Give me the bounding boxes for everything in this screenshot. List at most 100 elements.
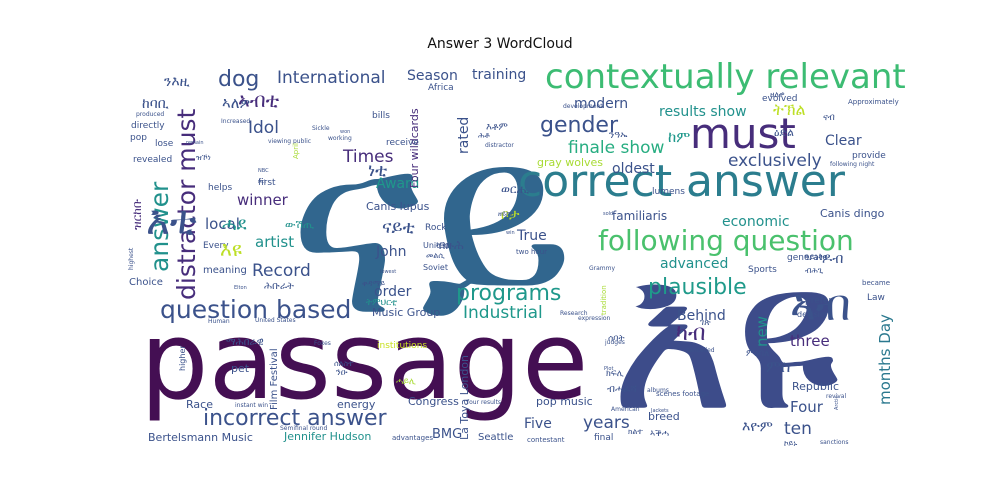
word-175: ዘለዎ — [770, 90, 785, 99]
word-153: ወርሒ — [501, 182, 530, 196]
word-56: Four wildcards — [408, 108, 421, 188]
word-106: American — [611, 406, 640, 413]
word-64: breed — [648, 410, 680, 423]
word-88: generate — [787, 253, 828, 263]
word-165: ሰባት — [608, 334, 625, 344]
word-37: Behind — [677, 308, 726, 324]
word-77: higher — [178, 345, 187, 371]
word-0: ናይ — [288, 80, 574, 371]
word-55: Canis dingo — [820, 207, 885, 220]
word-76: directly — [131, 121, 165, 131]
word-105: albums — [647, 387, 669, 394]
word-107: revival — [826, 393, 846, 400]
word-75: pop — [130, 133, 147, 143]
word-24: ten — [784, 419, 812, 439]
word-2: እዩ — [610, 213, 840, 458]
word-181: ዘይኮነ — [498, 210, 513, 218]
word-157: ሕቡራት — [264, 281, 294, 292]
word-8: question based — [160, 295, 351, 324]
word-136: እቲ — [146, 198, 197, 244]
word-100: two hour — [516, 248, 547, 256]
word-152: ቦታ — [501, 207, 520, 223]
word-172: ኮይኑ — [784, 439, 797, 448]
word-51: Jennifer Hudson — [283, 430, 371, 443]
word-126: Sickle — [312, 125, 330, 132]
word-18: finale show — [568, 138, 665, 158]
word-167: ምዕባለ — [746, 349, 769, 359]
word-7: following question — [598, 224, 854, 257]
word-133: Arctic — [834, 396, 840, 410]
word-139: ከባቢ — [142, 96, 169, 112]
word-170: ዓይነት — [804, 253, 825, 263]
word-98: expression — [578, 315, 611, 322]
word-116: highest — [128, 247, 135, 270]
word-150: እዮም — [742, 419, 773, 435]
word-176: ዝኾነ — [196, 153, 211, 162]
word-59: energy — [337, 398, 376, 411]
word-17: exclusively — [728, 151, 822, 171]
word-87: Sports — [748, 265, 777, 275]
word-35: John — [375, 244, 406, 260]
word-138: ኣለዎ — [222, 94, 250, 112]
word-114: Foxes — [314, 340, 331, 347]
word-62: Race — [186, 398, 213, 411]
word-91: decision — [797, 310, 830, 319]
word-146: ከም — [668, 128, 690, 146]
word-122: produced — [136, 111, 164, 118]
word-155: ውሽጢ — [285, 218, 315, 231]
word-141: ዝርከቡ — [130, 198, 144, 230]
word-4: contextually relevant — [545, 57, 906, 97]
word-27: new — [753, 316, 771, 347]
word-74: revealed — [133, 155, 172, 165]
word-118: April — [292, 143, 300, 159]
word-179: ሕቶ — [478, 131, 491, 140]
word-101: Grammy — [589, 265, 615, 272]
word-80: receive — [386, 138, 419, 148]
word-78: institutions — [377, 341, 427, 351]
word-145: ነቲ — [368, 160, 387, 181]
word-121: Increased — [221, 118, 250, 125]
word-96: became — [862, 279, 890, 287]
word-30: local — [205, 215, 240, 233]
word-70: Every — [203, 241, 229, 251]
word-162: ብሓፈሻ — [607, 384, 638, 395]
word-125: working — [328, 135, 352, 142]
word-20: Times — [342, 147, 394, 167]
word-140: ንእዚ — [164, 74, 190, 90]
word-134: lowest — [380, 269, 396, 275]
word-50: Bertelsmann Music — [148, 431, 253, 444]
word-163: ኣቕሓ — [650, 429, 669, 439]
word-177: ክልተ — [628, 427, 643, 436]
word-143: እዩ — [220, 237, 242, 261]
word-135: Jackets — [650, 408, 669, 414]
word-161: ንዓኡ — [609, 130, 628, 141]
word-1: passage — [140, 299, 588, 424]
word-16: International — [277, 68, 386, 88]
word-123: development — [563, 103, 603, 110]
word-158: ትምህርቲ — [366, 298, 397, 308]
word-69: Choice — [129, 277, 163, 288]
word-154: ብዙሕ — [436, 238, 464, 252]
word-102: cancelled — [686, 347, 715, 354]
word-53: La Toya London — [458, 355, 471, 440]
word-10: distractor must — [172, 108, 201, 300]
word-160: እቶም — [486, 122, 508, 133]
word-113: United States — [255, 317, 296, 324]
word-85: evolved — [762, 94, 797, 104]
word-46: Five — [524, 416, 552, 432]
word-49: Music Group — [372, 306, 440, 319]
word-168: ክፍሊ — [606, 369, 624, 379]
word-156: ዕድል — [774, 126, 794, 139]
word-103: judges — [604, 339, 625, 346]
word-72: first — [258, 178, 276, 188]
word-71: helps — [208, 183, 232, 193]
word-22: Industrial — [463, 303, 543, 323]
word-40: results show — [659, 104, 747, 120]
word-61: Republic — [792, 380, 839, 393]
word-131: win — [506, 230, 515, 236]
word-3: correct answer — [518, 156, 846, 207]
word-11: answer — [145, 181, 174, 272]
word-39: oldest — [612, 161, 655, 177]
word-54: Canis lupus — [366, 200, 430, 213]
word-48: familiaris — [612, 209, 667, 223]
